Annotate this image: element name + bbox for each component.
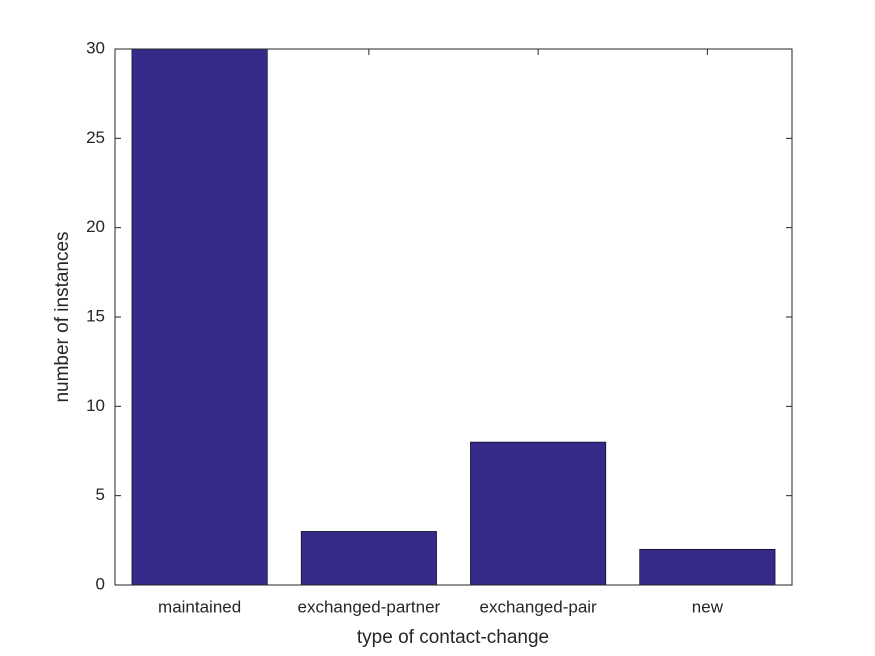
- x-tick-label: maintained: [158, 597, 241, 616]
- y-tick-label: 15: [86, 306, 105, 325]
- y-tick-label: 30: [86, 38, 105, 57]
- bar: [639, 548, 776, 586]
- y-tick-label: 5: [96, 485, 105, 504]
- y-tick-label: 0: [96, 574, 105, 593]
- x-axis-label: type of contact-change: [357, 627, 549, 648]
- bar: [470, 441, 607, 586]
- y-tick-label: 10: [86, 396, 105, 415]
- bar: [300, 531, 437, 586]
- x-tick-label: exchanged-partner: [298, 597, 441, 616]
- y-tick-label: 20: [86, 217, 105, 236]
- x-tick-label: exchanged-pair: [480, 597, 598, 616]
- bar: [131, 48, 268, 586]
- y-axis-label: number of instances: [52, 231, 73, 402]
- y-tick-label: 25: [86, 128, 105, 147]
- x-tick-label: new: [692, 597, 724, 616]
- plot-frame: [114, 48, 793, 586]
